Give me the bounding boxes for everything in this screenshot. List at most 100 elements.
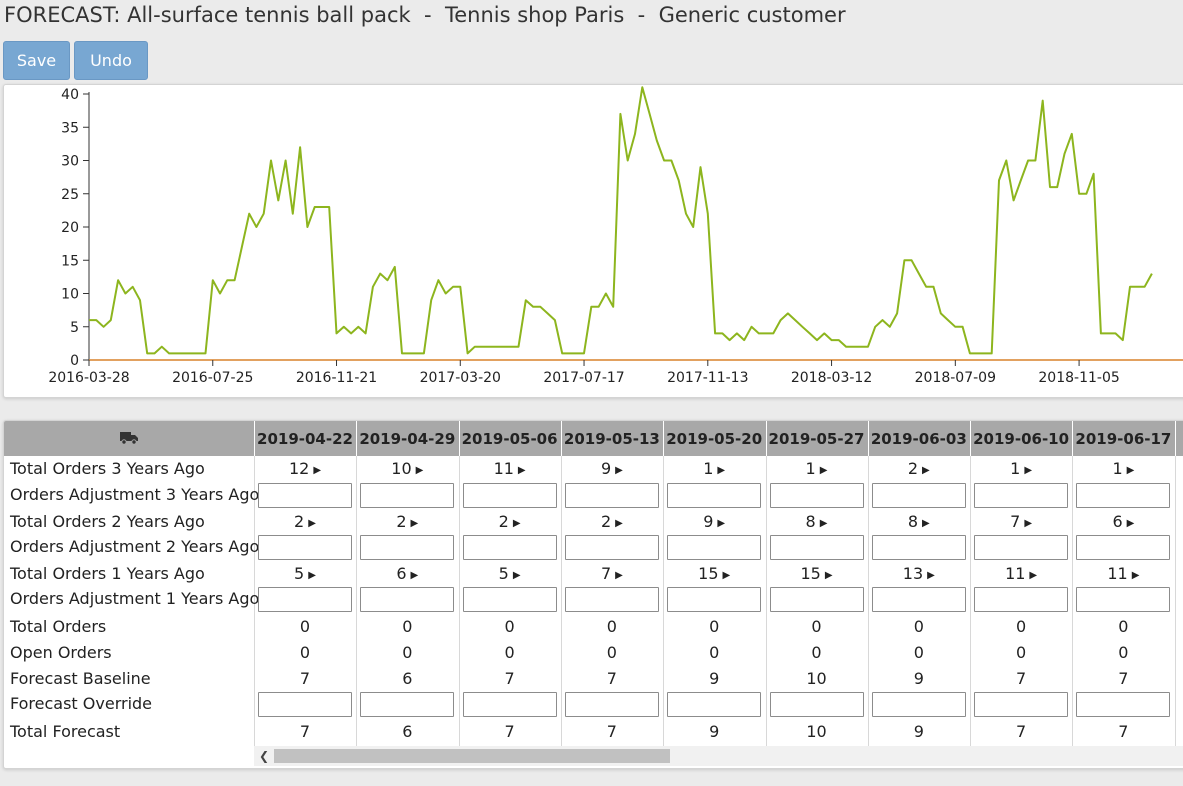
caret-right-icon[interactable]: ▶ xyxy=(308,518,316,529)
column-header-date[interactable]: 2019-05-13 xyxy=(560,421,662,456)
order-history-cell[interactable]: 13 ▶ xyxy=(868,564,970,583)
adjustment-input[interactable] xyxy=(871,535,966,560)
adjustment-input[interactable] xyxy=(1076,483,1171,508)
order-history-cell[interactable]: 12 ▶ xyxy=(254,459,356,478)
adjustment-input[interactable] xyxy=(769,692,864,717)
order-history-cell[interactable]: 11 ▶ xyxy=(1072,564,1174,583)
order-history-cell[interactable]: 5 ▶ xyxy=(459,564,561,583)
adjustment-input[interactable] xyxy=(360,535,455,560)
adjustment-input[interactable] xyxy=(1076,692,1171,717)
adjustment-input[interactable] xyxy=(564,692,659,717)
caret-right-icon[interactable]: ▶ xyxy=(517,465,526,476)
horizontal-scrollbar[interactable]: ❮ xyxy=(254,746,1183,766)
adjustment-input[interactable] xyxy=(360,587,455,612)
scroll-left-arrow-icon[interactable]: ❮ xyxy=(258,749,270,763)
caret-right-icon[interactable]: ▶ xyxy=(922,518,930,529)
adjustment-input[interactable] xyxy=(1076,535,1171,560)
caret-right-icon[interactable]: ▶ xyxy=(717,518,726,529)
caret-right-icon[interactable]: ▶ xyxy=(1131,570,1140,581)
caret-right-icon[interactable]: ▶ xyxy=(313,465,322,476)
order-history-cell[interactable]: 6 ▶ xyxy=(356,564,458,583)
adjustment-input[interactable] xyxy=(258,535,352,560)
order-history-cell[interactable]: 9 ▶ xyxy=(663,512,765,531)
caret-right-icon[interactable]: ▶ xyxy=(512,518,521,529)
adjustment-input[interactable] xyxy=(564,587,659,612)
column-header-date[interactable]: 2019-05-20 xyxy=(663,421,764,456)
column-header-date[interactable]: 2019-05-06 xyxy=(458,421,560,456)
adjustment-input[interactable] xyxy=(258,692,352,717)
caret-right-icon[interactable]: ▶ xyxy=(308,570,316,581)
adjustment-input[interactable] xyxy=(871,587,966,612)
adjustment-input[interactable] xyxy=(258,587,352,612)
adjustment-input[interactable] xyxy=(974,692,1069,717)
adjustment-input[interactable] xyxy=(462,587,557,612)
caret-right-icon[interactable]: ▶ xyxy=(1126,518,1135,529)
order-history-cell[interactable]: 2 ▶ xyxy=(868,459,970,478)
caret-right-icon[interactable]: ▶ xyxy=(722,570,731,581)
column-header-date[interactable]: 2019-06-03 xyxy=(867,421,969,456)
order-history-cell[interactable]: 11 ▶ xyxy=(459,459,561,478)
caret-right-icon[interactable]: ▶ xyxy=(615,570,623,581)
order-history-cell[interactable]: 1 ▶ xyxy=(663,459,765,478)
adjustment-input[interactable] xyxy=(871,692,966,717)
undo-button[interactable]: Undo xyxy=(74,41,148,80)
adjustment-input[interactable] xyxy=(769,587,864,612)
adjustment-input[interactable] xyxy=(871,483,966,508)
caret-right-icon[interactable]: ▶ xyxy=(717,465,726,476)
order-history-cell[interactable]: 7 ▶ xyxy=(561,564,663,583)
save-button[interactable]: Save xyxy=(3,41,70,80)
adjustment-input[interactable] xyxy=(462,535,557,560)
order-history-cell[interactable]: 1 ▶ xyxy=(970,459,1072,478)
order-history-cell[interactable]: 15 ▶ xyxy=(663,564,765,583)
caret-right-icon[interactable]: ▶ xyxy=(1024,465,1033,476)
column-header-date[interactable]: 2019-05-27 xyxy=(765,421,867,456)
order-history-cell[interactable]: 2 ▶ xyxy=(561,512,663,531)
adjustment-input[interactable] xyxy=(769,483,864,508)
caret-right-icon[interactable]: ▶ xyxy=(1126,465,1135,476)
order-history-cell[interactable]: 2 ▶ xyxy=(459,512,561,531)
caret-right-icon[interactable]: ▶ xyxy=(922,465,930,476)
adjustment-input[interactable] xyxy=(667,535,762,560)
adjustment-input[interactable] xyxy=(564,483,659,508)
column-header-date[interactable]: 2019-06-17 xyxy=(1072,421,1173,456)
column-header-date[interactable]: 2019-04-29 xyxy=(356,421,457,456)
adjustment-input[interactable] xyxy=(667,483,762,508)
caret-right-icon[interactable]: ▶ xyxy=(415,465,424,476)
order-history-cell[interactable]: 2 ▶ xyxy=(254,512,356,531)
caret-right-icon[interactable]: ▶ xyxy=(1029,570,1038,581)
order-history-cell[interactable]: 1 ▶ xyxy=(1072,459,1174,478)
caret-right-icon[interactable]: ▶ xyxy=(410,518,419,529)
adjustment-input[interactable] xyxy=(462,692,557,717)
adjustment-input[interactable] xyxy=(667,692,762,717)
adjustment-input[interactable] xyxy=(462,483,557,508)
order-history-cell[interactable]: 6 ▶ xyxy=(1072,512,1174,531)
adjustment-input[interactable] xyxy=(769,535,864,560)
order-history-cell[interactable]: 8 ▶ xyxy=(766,512,868,531)
order-history-cell[interactable]: 7 ▶ xyxy=(970,512,1072,531)
order-history-cell[interactable]: 1 ▶ xyxy=(766,459,868,478)
adjustment-input[interactable] xyxy=(974,587,1069,612)
caret-right-icon[interactable]: ▶ xyxy=(615,465,623,476)
order-history-cell[interactable]: 15 ▶ xyxy=(766,564,868,583)
adjustment-input[interactable] xyxy=(564,535,659,560)
order-history-cell[interactable]: 11 ▶ xyxy=(970,564,1072,583)
caret-right-icon[interactable]: ▶ xyxy=(927,570,935,581)
caret-right-icon[interactable]: ▶ xyxy=(410,570,419,581)
adjustment-input[interactable] xyxy=(974,535,1069,560)
caret-right-icon[interactable]: ▶ xyxy=(512,570,521,581)
caret-right-icon[interactable]: ▶ xyxy=(819,518,828,529)
caret-right-icon[interactable]: ▶ xyxy=(819,465,828,476)
column-header-date[interactable]: 2019-04-22 xyxy=(254,421,355,456)
order-history-cell[interactable]: 8 ▶ xyxy=(868,512,970,531)
order-history-cell[interactable]: 10 ▶ xyxy=(356,459,458,478)
adjustment-input[interactable] xyxy=(360,483,455,508)
column-header-date[interactable]: 2019-06-10 xyxy=(970,421,1071,456)
caret-right-icon[interactable]: ▶ xyxy=(615,518,623,529)
caret-right-icon[interactable]: ▶ xyxy=(824,570,833,581)
adjustment-input[interactable] xyxy=(1076,587,1171,612)
adjustment-input[interactable] xyxy=(667,587,762,612)
scrollbar-thumb[interactable] xyxy=(274,749,670,763)
caret-right-icon[interactable]: ▶ xyxy=(1024,518,1033,529)
order-history-cell[interactable]: 9 ▶ xyxy=(561,459,663,478)
order-history-cell[interactable]: 5 ▶ xyxy=(254,564,356,583)
